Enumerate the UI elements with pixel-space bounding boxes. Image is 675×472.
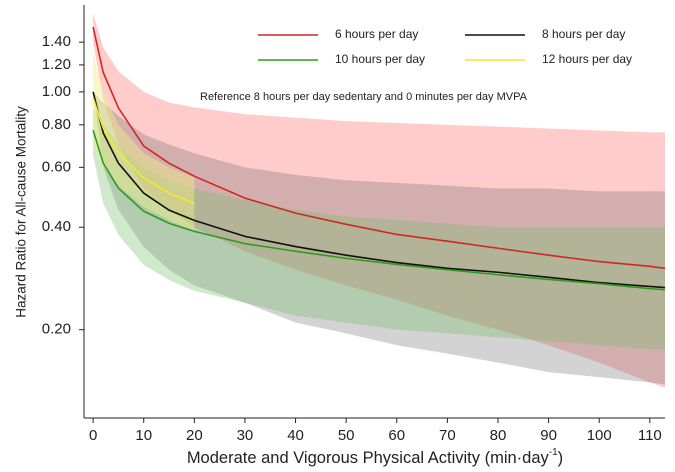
x-tick-label: 100 <box>587 427 612 444</box>
line <box>92 129 666 291</box>
confidence-band <box>93 13 666 388</box>
legend-item: 6 hours per day <box>258 27 418 41</box>
legend-label: 12 hours per day <box>542 52 632 66</box>
x-tick-label: 60 <box>388 427 405 444</box>
x-tick-label: 110 <box>638 427 662 444</box>
y-tick-label: 1.40 <box>42 33 71 50</box>
x-tick-label: 10 <box>135 427 152 444</box>
x-axis-label: Moderate and Vigorous Physical Activity … <box>187 447 563 468</box>
y-tick-label: 0.60 <box>42 158 71 175</box>
confidence-band <box>93 91 666 385</box>
x-tick-label: 80 <box>490 427 507 444</box>
legend-item: 10 hours per day <box>258 52 425 66</box>
legend-label: 10 hours per day <box>335 52 425 66</box>
x-axis-label-sup: -1 <box>549 447 558 458</box>
x-axis-label-main: Moderate and Vigorous Physical Activity … <box>187 449 550 467</box>
line <box>92 91 666 289</box>
y-tick-label: 0.40 <box>42 218 71 235</box>
x-tick-label: 70 <box>439 427 456 444</box>
y-tick-label: 0.80 <box>42 116 71 133</box>
x-tick-label: 0 <box>89 427 97 444</box>
y-tick-label: 0.20 <box>42 321 71 338</box>
y-tick-label: 1.20 <box>42 56 71 73</box>
confidence-band <box>93 107 666 350</box>
x-tick-label: 30 <box>237 427 254 444</box>
legend-label: 6 hours per day <box>335 27 418 41</box>
legend-item: 12 hours per day <box>465 52 632 66</box>
x-tick-label: 50 <box>338 427 355 444</box>
line <box>92 97 195 205</box>
x-axis-label-end: ) <box>558 449 564 467</box>
legend-label: 8 hours per day <box>542 27 625 41</box>
y-axis-label: Hazard Ratio for All-cause Mortality <box>14 106 29 318</box>
x-tick-label: 40 <box>287 427 304 444</box>
annotation: Reference 8 hours per day sedentary and … <box>200 91 528 103</box>
legend-item: 8 hours per day <box>465 27 625 41</box>
x-tick-label: 20 <box>186 427 203 444</box>
line <box>92 26 666 270</box>
x-tick-label: 90 <box>540 427 557 444</box>
confidence-band <box>93 53 195 231</box>
y-tick-label: 1.00 <box>42 83 71 100</box>
